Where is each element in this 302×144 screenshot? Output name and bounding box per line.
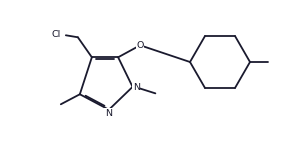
- Text: O: O: [137, 41, 144, 50]
- Text: Cl: Cl: [51, 30, 60, 39]
- Text: N: N: [133, 83, 140, 92]
- Text: N: N: [105, 109, 112, 118]
